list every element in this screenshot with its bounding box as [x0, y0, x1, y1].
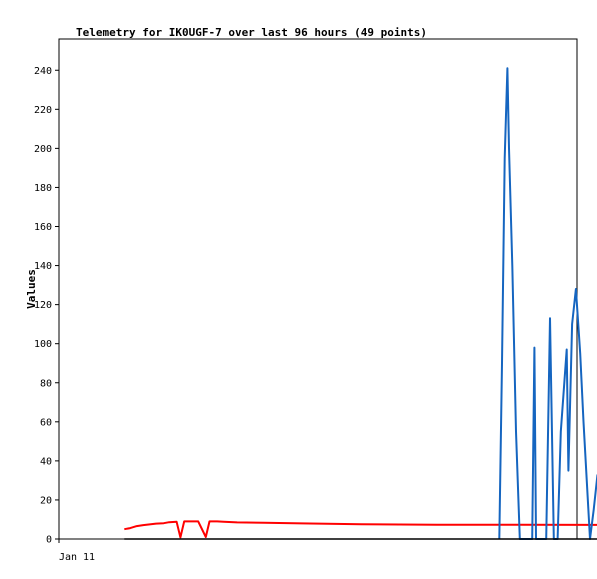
y-tick-label: 40: [40, 456, 52, 467]
x-axis: Jan 11: [58, 539, 95, 563]
y-tick-label: 20: [40, 495, 52, 506]
plot-area-frame: [58, 38, 578, 540]
chart-title: Telemetry for IK0UGF-7 over last 96 hour…: [76, 26, 427, 39]
y-tick-label: 140: [34, 261, 52, 272]
y-axis: 0 20 40 60 80 100 120 140 160 180 200 220 240: [34, 66, 59, 546]
y-tick-label: 120: [34, 300, 52, 311]
y-tick-label: 180: [34, 183, 52, 194]
y-axis-label: Values: [25, 269, 38, 309]
y-tick-label: 220: [34, 105, 52, 116]
series-lines: [124, 67, 597, 540]
y-tick-label: 80: [40, 378, 52, 389]
y-tick-label: 200: [34, 144, 52, 155]
y-tick-label: 100: [34, 339, 52, 350]
y-tick-label: 60: [40, 417, 52, 428]
y-tick-label: 240: [34, 66, 52, 77]
x-tick-label: Jan 11: [59, 552, 95, 563]
y-tick-label: 160: [34, 222, 52, 233]
series-line-2: [498, 67, 597, 540]
y-tick-label: 0: [46, 535, 52, 546]
series-line-1: [124, 520, 597, 539]
